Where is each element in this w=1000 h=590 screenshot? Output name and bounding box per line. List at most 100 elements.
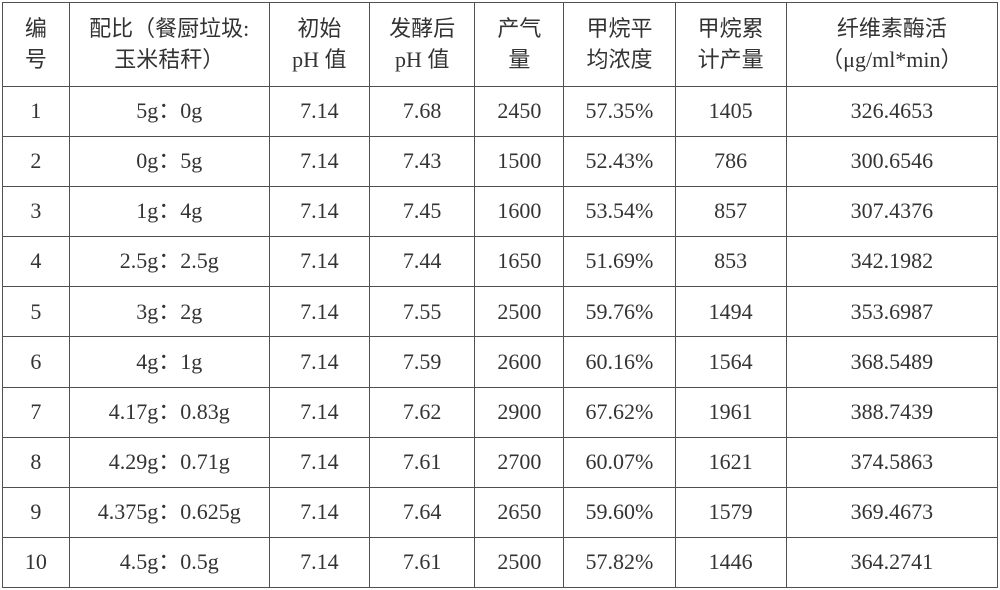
cell-gas: 2500 [475, 537, 564, 587]
cell-ratio: 4g：1g [69, 337, 269, 387]
cell-initial-ph: 7.14 [269, 237, 369, 287]
cell-enzyme: 342.1982 [786, 237, 997, 287]
cell-gas: 1500 [475, 137, 564, 187]
cell-final-ph: 7.64 [369, 487, 475, 537]
table-row: 20g：5g7.147.43150052.43%786300.6546 [3, 137, 998, 187]
cell-initial-ph: 7.14 [269, 387, 369, 437]
cell-ratio: 4.17g：0.83g [69, 387, 269, 437]
header-initial-ph-line1: 初始 [297, 16, 341, 41]
cell-methane-pct: 52.43% [564, 137, 675, 187]
header-enzyme-line2: （μg/ml*min） [821, 47, 962, 72]
table-row: 15g：0g7.147.68245057.35%1405326.4653 [3, 87, 998, 137]
cell-gas: 2700 [475, 437, 564, 487]
cell-gas: 1600 [475, 187, 564, 237]
header-enzyme: 纤维素酶活 （μg/ml*min） [786, 3, 997, 87]
cell-methane-cum: 1961 [675, 387, 786, 437]
cell-initial-ph: 7.14 [269, 537, 369, 587]
header-initial-ph-line2: pH 值 [292, 47, 346, 72]
cell-id: 7 [3, 387, 70, 437]
data-table-container: 编 号 配比（餐厨垃圾: 玉米秸秆） 初始 pH 值 发酵后 pH 值 产气 [0, 0, 1000, 590]
cell-id: 10 [3, 537, 70, 587]
cell-methane-pct: 51.69% [564, 237, 675, 287]
cell-id: 3 [3, 187, 70, 237]
table-row: 31g：4g7.147.45160053.54%857307.4376 [3, 187, 998, 237]
cell-methane-pct: 57.35% [564, 87, 675, 137]
cell-id: 8 [3, 437, 70, 487]
cell-final-ph: 7.61 [369, 537, 475, 587]
cell-final-ph: 7.59 [369, 337, 475, 387]
cell-final-ph: 7.55 [369, 287, 475, 337]
cell-ratio: 0g：5g [69, 137, 269, 187]
header-methane-cum-line2: 计产量 [698, 47, 764, 72]
cell-methane-cum: 1621 [675, 437, 786, 487]
cell-ratio: 5g：0g [69, 87, 269, 137]
cell-methane-pct: 53.54% [564, 187, 675, 237]
header-ratio-line1: 配比（餐厨垃圾: [89, 16, 249, 41]
cell-gas: 1650 [475, 237, 564, 287]
header-ratio: 配比（餐厨垃圾: 玉米秸秆） [69, 3, 269, 87]
header-gas: 产气 量 [475, 3, 564, 87]
cell-enzyme: 300.6546 [786, 137, 997, 187]
cell-gas: 2500 [475, 287, 564, 337]
cell-methane-pct: 60.07% [564, 437, 675, 487]
header-ratio-line2: 玉米秸秆） [114, 47, 224, 72]
header-gas-line2: 量 [508, 47, 530, 72]
cell-methane-pct: 59.76% [564, 287, 675, 337]
cell-enzyme: 388.7439 [786, 387, 997, 437]
cell-initial-ph: 7.14 [269, 137, 369, 187]
cell-id: 9 [3, 487, 70, 537]
cell-ratio: 4.5g：0.5g [69, 537, 269, 587]
table-row: 42.5g：2.5g7.147.44165051.69%853342.1982 [3, 237, 998, 287]
cell-methane-pct: 57.82% [564, 537, 675, 587]
cell-methane-cum: 786 [675, 137, 786, 187]
cell-id: 5 [3, 287, 70, 337]
cell-methane-cum: 1405 [675, 87, 786, 137]
cell-id: 1 [3, 87, 70, 137]
cell-methane-cum: 1494 [675, 287, 786, 337]
cell-methane-cum: 1564 [675, 337, 786, 387]
cell-id: 4 [3, 237, 70, 287]
cell-methane-cum: 853 [675, 237, 786, 287]
cell-enzyme: 369.4673 [786, 487, 997, 537]
header-initial-ph: 初始 pH 值 [269, 3, 369, 87]
table-header: 编 号 配比（餐厨垃圾: 玉米秸秆） 初始 pH 值 发酵后 pH 值 产气 [3, 3, 998, 87]
cell-methane-pct: 67.62% [564, 387, 675, 437]
header-final-ph-line2: pH 值 [395, 47, 449, 72]
cell-gas: 2650 [475, 487, 564, 537]
cell-initial-ph: 7.14 [269, 187, 369, 237]
cell-enzyme: 374.5863 [786, 437, 997, 487]
cell-ratio: 4.375g：0.625g [69, 487, 269, 537]
cell-final-ph: 7.68 [369, 87, 475, 137]
header-id-line2: 号 [25, 47, 47, 72]
header-final-ph: 发酵后 pH 值 [369, 3, 475, 87]
cell-methane-cum: 1446 [675, 537, 786, 587]
cell-final-ph: 7.62 [369, 387, 475, 437]
cell-ratio: 4.29g：0.71g [69, 437, 269, 487]
cell-final-ph: 7.45 [369, 187, 475, 237]
header-row: 编 号 配比（餐厨垃圾: 玉米秸秆） 初始 pH 值 发酵后 pH 值 产气 [3, 3, 998, 87]
table-row: 74.17g：0.83g7.147.62290067.62%1961388.74… [3, 387, 998, 437]
cell-ratio: 1g：4g [69, 187, 269, 237]
table-body: 15g：0g7.147.68245057.35%1405326.465320g：… [3, 87, 998, 588]
experiment-data-table: 编 号 配比（餐厨垃圾: 玉米秸秆） 初始 pH 值 发酵后 pH 值 产气 [2, 2, 998, 588]
cell-enzyme: 364.2741 [786, 537, 997, 587]
header-id: 编 号 [3, 3, 70, 87]
cell-final-ph: 7.44 [369, 237, 475, 287]
cell-ratio: 3g：2g [69, 287, 269, 337]
header-gas-line1: 产气 [497, 16, 541, 41]
table-row: 104.5g：0.5g7.147.61250057.82%1446364.274… [3, 537, 998, 587]
cell-gas: 2900 [475, 387, 564, 437]
cell-methane-pct: 60.16% [564, 337, 675, 387]
cell-methane-cum: 1579 [675, 487, 786, 537]
table-row: 53g：2g7.147.55250059.76%1494353.6987 [3, 287, 998, 337]
cell-enzyme: 353.6987 [786, 287, 997, 337]
header-methane-pct-line2: 均浓度 [586, 47, 652, 72]
cell-methane-pct: 59.60% [564, 487, 675, 537]
cell-initial-ph: 7.14 [269, 87, 369, 137]
cell-enzyme: 326.4653 [786, 87, 997, 137]
cell-gas: 2450 [475, 87, 564, 137]
cell-methane-cum: 857 [675, 187, 786, 237]
table-row: 84.29g：0.71g7.147.61270060.07%1621374.58… [3, 437, 998, 487]
header-final-ph-line1: 发酵后 [389, 16, 455, 41]
cell-gas: 2600 [475, 337, 564, 387]
